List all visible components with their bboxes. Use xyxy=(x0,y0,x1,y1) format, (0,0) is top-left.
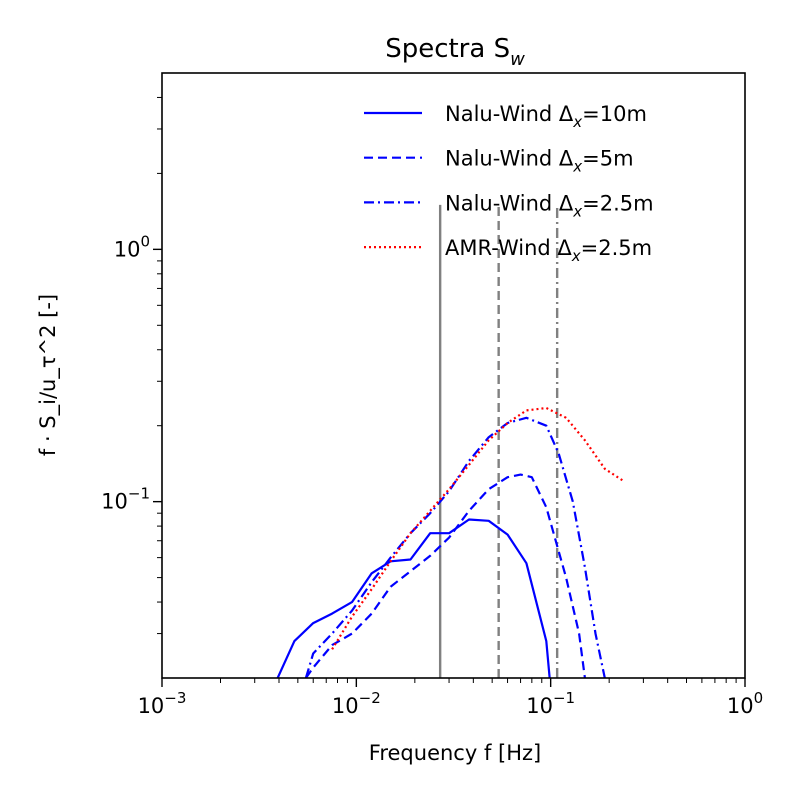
x-axis-label: Frequency f [Hz] xyxy=(369,741,541,765)
legend-label-4: AMR-Wind Δx=2.5m xyxy=(445,236,652,265)
legend-label-1: Nalu-Wind Δx=10m xyxy=(445,102,647,131)
y-axis-label: f · S_i/u_τ^2 [-] xyxy=(36,294,61,456)
y-tick-label-2: 100 xyxy=(114,232,150,261)
series-line-4 xyxy=(331,406,626,650)
series-line-3 xyxy=(304,416,606,678)
series-line-1 xyxy=(276,518,551,678)
plot-area xyxy=(276,204,626,678)
chart-title-main: Spectra S xyxy=(385,34,510,64)
plot-frame xyxy=(161,72,746,679)
chart-title-subscript: w xyxy=(510,49,525,70)
x-tick-label-3: 10−1 xyxy=(526,689,575,718)
legend-label-2: Nalu-Wind Δx=5m xyxy=(445,147,634,176)
legend-label-3: Nalu-Wind Δx=2.5m xyxy=(445,191,654,220)
series-line-2 xyxy=(304,473,586,678)
chart-title: Spectra Sw xyxy=(385,34,525,70)
legend: Nalu-Wind Δx=10m Nalu-Wind Δx=5m Nalu-Wind… xyxy=(364,102,654,265)
x-tick-label-2: 10−2 xyxy=(332,689,381,718)
y-tick-label-1: 10−1 xyxy=(101,485,150,514)
x-tick-label-4: 100 xyxy=(727,689,763,718)
series-group xyxy=(276,406,626,678)
axes: 10−3 10−2 10−1 100 10−1 100 xyxy=(101,72,763,718)
x-tick-label-1: 10−3 xyxy=(138,689,187,718)
